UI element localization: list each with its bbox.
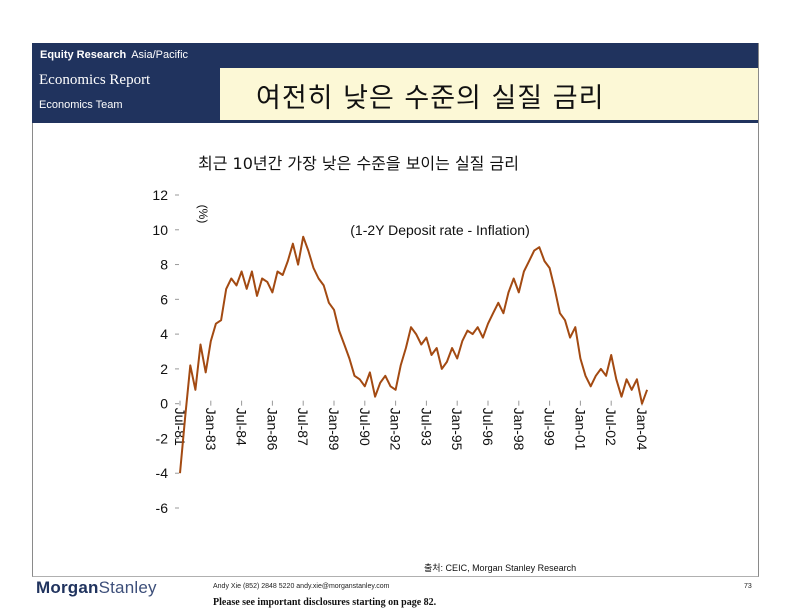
x-tick-label: Jan-83 [203, 408, 219, 451]
x-tick-label: Jan-01 [572, 408, 588, 451]
page-title: 여전히 낮은 수준의 실질 금리 [256, 83, 605, 114]
page-frame [32, 43, 759, 577]
y-tick-label: -2 [156, 430, 169, 446]
region-label: Asia/Pacific [131, 49, 189, 61]
y-tick-label: 0 [160, 396, 168, 412]
logo-morgan: Morgan [36, 578, 99, 597]
morgan-stanley-logo: MorganStanley [36, 578, 157, 598]
y-tick-label: 6 [160, 291, 168, 307]
report-info-block: Economics Report Economics Team [32, 68, 220, 120]
x-tick-label: Jul-90 [357, 408, 373, 446]
chart-annotation: (1-2Y Deposit rate - Inflation) [350, 222, 530, 238]
y-tick-label: 4 [160, 326, 168, 342]
analyst-contact: Andy Xie (852) 2848 5220 andy.xie@morgan… [213, 583, 390, 590]
chart-title: 최근 10년간 가장 낮은 수준을 보이는 실질 금리 [198, 154, 519, 173]
x-tick-label: Jan-04 [634, 408, 650, 451]
section-label: Equity Research [40, 49, 127, 61]
x-tick-label: Jul-84 [234, 408, 250, 446]
y-tick-label: 12 [152, 187, 168, 203]
logo-stanley: Stanley [98, 578, 157, 597]
x-tick-label: Jan-92 [388, 408, 404, 451]
page-number: 73 [744, 583, 752, 590]
x-tick-label: Jul-02 [603, 408, 619, 446]
y-tick-label: 10 [152, 222, 168, 238]
x-tick-label: Jul-93 [418, 408, 434, 446]
y-tick-label: -4 [156, 465, 169, 481]
x-tick-label: Jul-99 [542, 408, 558, 446]
x-tick-label: Jan-95 [449, 408, 465, 451]
report-type: Economics Report [39, 72, 151, 88]
team-name: Economics Team [39, 99, 123, 111]
x-tick-label: Jul-96 [480, 408, 496, 446]
y-tick-label: -6 [156, 500, 169, 516]
report-header: Economics Report Economics Team 여전히 낮은 수… [32, 68, 758, 123]
y-tick-label: 8 [160, 257, 168, 273]
series-line-real-rate [179, 235, 649, 474]
x-tick-label: Jan-98 [511, 408, 527, 451]
x-tick-label: Jan-89 [326, 408, 342, 451]
disclosure-note: Please see important disclosures startin… [213, 597, 437, 608]
x-tick-label: Jan-86 [264, 408, 280, 451]
y-tick-label: 2 [160, 361, 168, 377]
top-banner: Equity Research Asia/Pacific [32, 43, 758, 68]
x-tick-label: Jul-87 [295, 408, 311, 446]
title-block: 여전히 낮은 수준의 실질 금리 [220, 68, 758, 120]
source-note: 출처: CEIC, Morgan Stanley Research [424, 563, 577, 573]
y-unit-label: (%) [196, 205, 210, 224]
